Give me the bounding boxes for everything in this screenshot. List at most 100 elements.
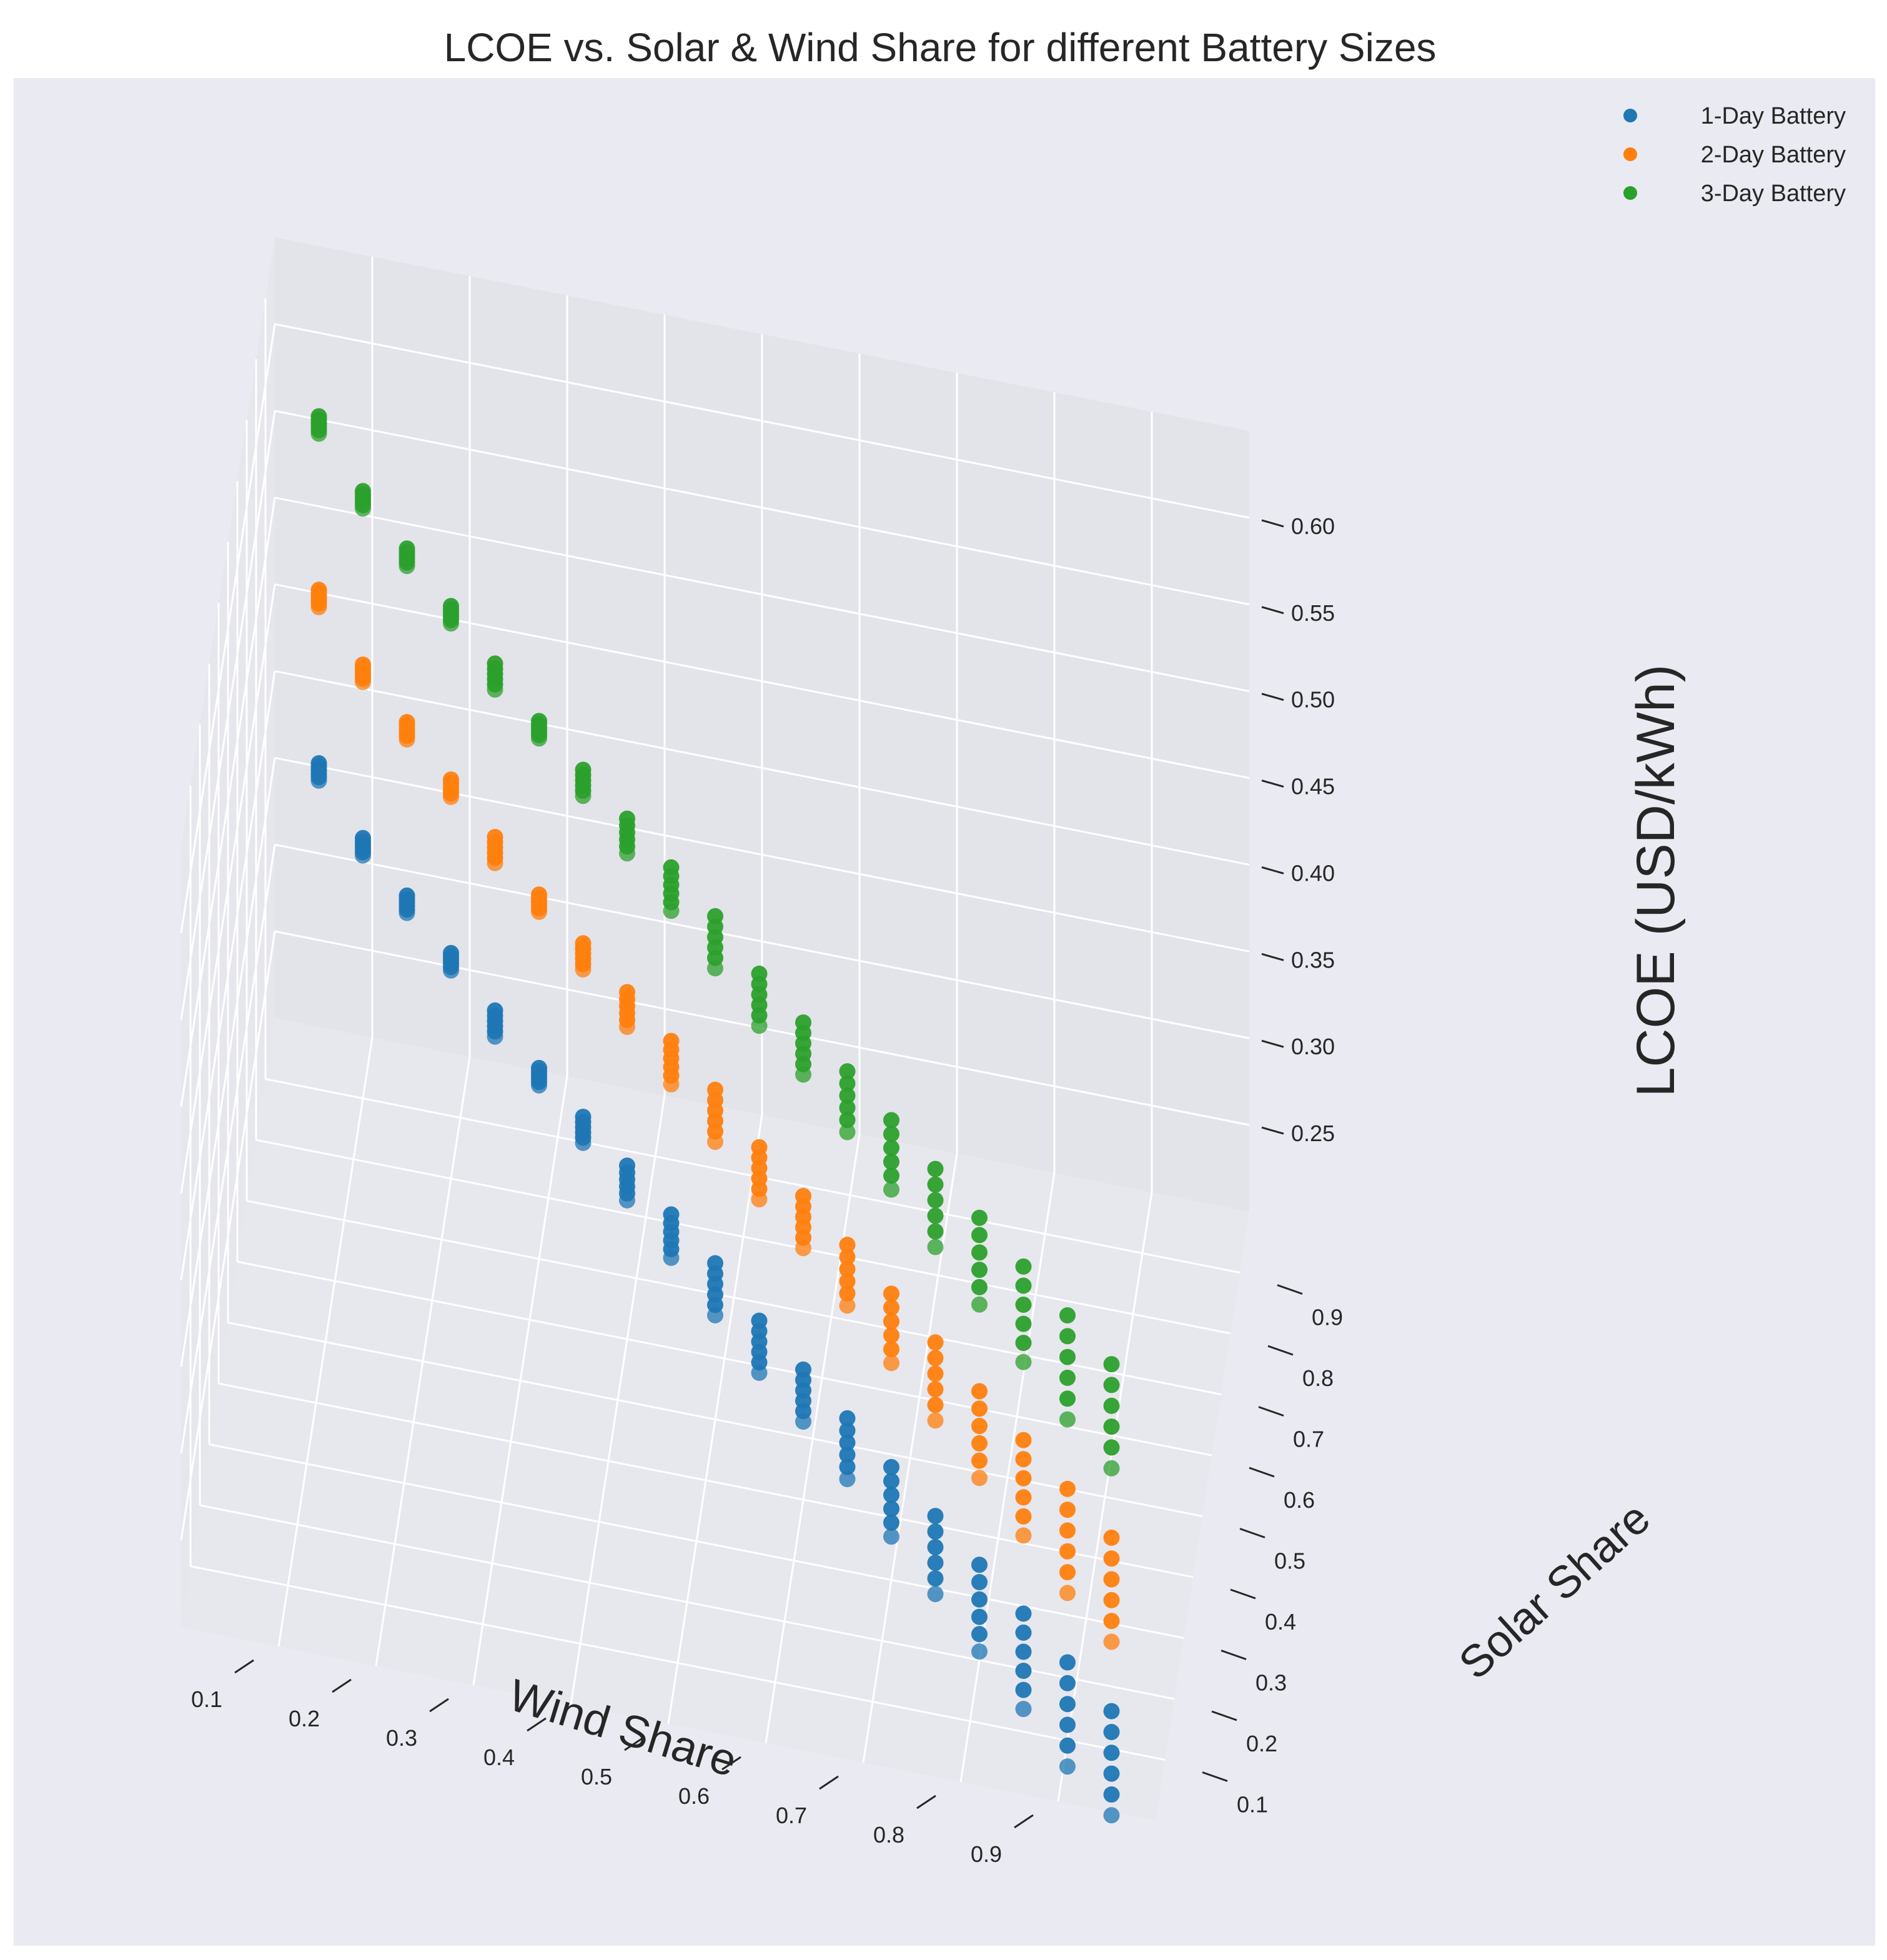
data-point bbox=[927, 1586, 944, 1603]
data-point bbox=[399, 904, 415, 921]
data-point bbox=[1103, 1550, 1120, 1567]
data-point bbox=[1059, 1543, 1076, 1560]
data-point bbox=[883, 1126, 899, 1142]
data-point bbox=[1059, 1307, 1076, 1324]
data-point bbox=[883, 1167, 899, 1184]
data-point bbox=[927, 1508, 944, 1525]
data-point bbox=[839, 1099, 856, 1116]
data-point bbox=[839, 1471, 856, 1487]
data-point bbox=[839, 1249, 856, 1265]
x-tick-mark bbox=[429, 1698, 449, 1713]
wall-gridline-lcoe bbox=[180, 410, 276, 1021]
data-point bbox=[619, 1019, 635, 1035]
wall-gridline-lcoe bbox=[180, 497, 276, 1107]
data-point bbox=[443, 615, 459, 632]
data-point bbox=[971, 1470, 988, 1487]
data-point bbox=[839, 1063, 856, 1080]
data-point bbox=[839, 1285, 856, 1302]
data-point bbox=[1015, 1470, 1032, 1487]
data-point bbox=[1015, 1701, 1032, 1718]
data-point bbox=[1103, 1724, 1120, 1740]
floor-gridline-solar bbox=[237, 1260, 1212, 1457]
data-point bbox=[619, 1192, 635, 1209]
data-point bbox=[883, 1355, 899, 1372]
y-tick-mark bbox=[1249, 1467, 1275, 1478]
y-tick-label: 0.9 bbox=[1312, 1305, 1343, 1330]
data-point bbox=[927, 1555, 944, 1571]
data-point bbox=[839, 1260, 856, 1277]
series-1 bbox=[310, 755, 1120, 1824]
data-point bbox=[927, 1192, 944, 1209]
data-point bbox=[971, 1557, 988, 1573]
x-tick-mark bbox=[819, 1775, 839, 1790]
data-point bbox=[1059, 1522, 1076, 1539]
y-tick-label: 0.3 bbox=[1256, 1670, 1287, 1696]
data-point bbox=[1015, 1354, 1032, 1370]
legend-marker bbox=[1623, 147, 1637, 161]
data-point bbox=[1059, 1390, 1076, 1407]
data-point bbox=[927, 1539, 944, 1556]
data-point bbox=[1103, 1613, 1120, 1630]
data-point bbox=[883, 1514, 899, 1531]
wall-gridline-lcoe bbox=[274, 670, 1250, 866]
data-point bbox=[399, 731, 415, 748]
data-point bbox=[1015, 1605, 1032, 1622]
x-tick-label: 0.8 bbox=[873, 1822, 904, 1848]
data-point bbox=[927, 1161, 944, 1177]
floor-gridline-solar bbox=[199, 1504, 1175, 1700]
x-tick-label: 0.2 bbox=[289, 1706, 320, 1731]
z-tick-mark bbox=[1261, 519, 1284, 528]
data-point bbox=[531, 903, 547, 920]
data-point bbox=[1103, 1397, 1120, 1414]
z-tick-mark bbox=[1261, 693, 1284, 701]
legend-label: 3-Day Battery bbox=[1701, 181, 1846, 207]
data-point bbox=[883, 1154, 899, 1171]
data-point bbox=[1103, 1765, 1120, 1782]
wall-gridline-lcoe bbox=[274, 756, 1250, 953]
data-point bbox=[1059, 1654, 1076, 1671]
z-tick-label: 0.55 bbox=[1291, 600, 1335, 626]
data-point bbox=[1015, 1489, 1032, 1506]
z-tick-label: 0.45 bbox=[1291, 774, 1335, 799]
floor-gridline-solar bbox=[218, 1382, 1194, 1578]
data-point bbox=[487, 1028, 503, 1045]
data-point bbox=[707, 1307, 723, 1324]
data-point bbox=[1059, 1564, 1076, 1581]
data-point bbox=[971, 1626, 988, 1643]
z-tick-label: 0.30 bbox=[1291, 1034, 1335, 1059]
data-point bbox=[971, 1209, 988, 1226]
y-tick-mark bbox=[1239, 1528, 1265, 1538]
data-point bbox=[575, 961, 592, 978]
data-point bbox=[355, 847, 371, 864]
data-point bbox=[1103, 1703, 1120, 1720]
data-point bbox=[751, 1017, 768, 1034]
x-tick-label: 0.3 bbox=[386, 1725, 417, 1751]
z-tick-mark bbox=[1261, 780, 1284, 788]
data-point bbox=[707, 960, 723, 977]
data-point bbox=[883, 1299, 899, 1316]
data-point bbox=[1103, 1571, 1120, 1588]
data-point bbox=[883, 1285, 899, 1302]
data-point bbox=[927, 1397, 944, 1413]
data-point bbox=[839, 1273, 856, 1290]
data-point bbox=[883, 1487, 899, 1503]
data-point bbox=[971, 1418, 988, 1434]
data-point bbox=[883, 1473, 899, 1490]
x-tick-label: 0.1 bbox=[191, 1686, 222, 1712]
data-point bbox=[1103, 1633, 1120, 1650]
data-point bbox=[883, 1181, 899, 1198]
x-tick-mark bbox=[527, 1717, 547, 1732]
data-point bbox=[971, 1591, 988, 1608]
wall-gridline-lcoe bbox=[180, 584, 276, 1194]
wall-gridline-lcoe bbox=[274, 843, 1250, 1039]
y-tick-label: 0.1 bbox=[1237, 1792, 1268, 1818]
data-point bbox=[1015, 1432, 1032, 1448]
wall-gridline-lcoe bbox=[180, 844, 276, 1454]
data-point bbox=[531, 1077, 547, 1094]
data-point bbox=[663, 1076, 680, 1092]
data-point bbox=[1059, 1716, 1076, 1733]
series-2 bbox=[310, 582, 1120, 1650]
data-point bbox=[1059, 1737, 1076, 1754]
y-tick-mark bbox=[1258, 1406, 1284, 1417]
